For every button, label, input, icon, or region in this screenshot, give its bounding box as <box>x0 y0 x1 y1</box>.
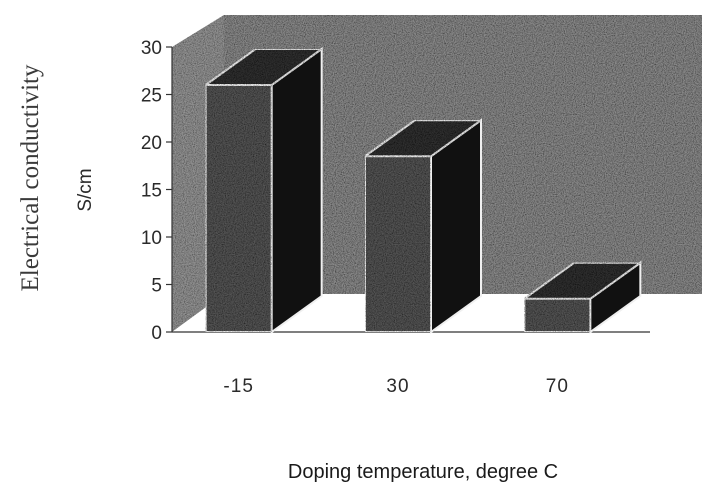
x-axis-label: Doping temperature, degree C <box>288 461 558 483</box>
y-tick-label: 30 <box>141 38 162 59</box>
bar <box>523 297 592 333</box>
y-axis-label: Electrical conductivity <box>17 64 44 291</box>
y-tick-label: 20 <box>141 133 162 154</box>
y-tick-label: 15 <box>141 181 162 202</box>
y-tick-label: 10 <box>141 228 162 249</box>
bar <box>364 155 432 333</box>
y-axis: 0 5 10 15 20 25 30 <box>141 38 173 344</box>
x-axis: -15 30 70 <box>172 331 650 397</box>
y-tick-label: 5 <box>151 276 162 297</box>
bar-side <box>270 47 323 334</box>
bar-group <box>202 47 325 334</box>
x-tick-label: -15 <box>223 376 253 397</box>
bar-series <box>202 47 644 334</box>
bar <box>204 84 273 333</box>
x-tick-label: 30 <box>386 376 409 397</box>
y-tick-label: 0 <box>151 323 162 344</box>
x-tick-label: 70 <box>546 376 569 397</box>
y-axis-unit: S/cm <box>75 168 96 211</box>
bar-group <box>361 118 485 334</box>
y-tick-label: 25 <box>141 86 162 107</box>
bar-group <box>521 260 644 334</box>
